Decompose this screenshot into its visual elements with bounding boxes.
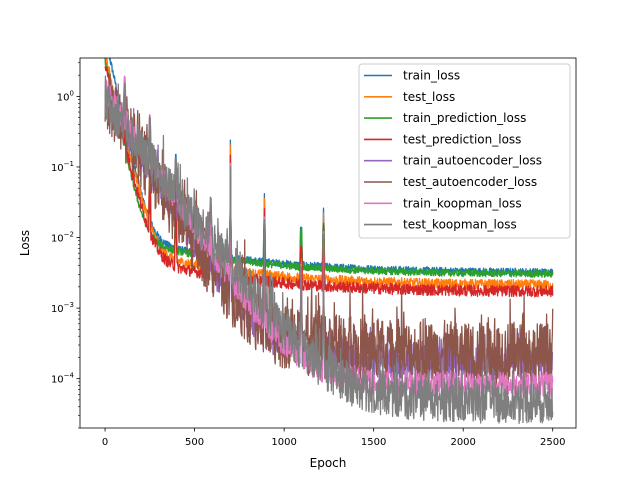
y-tick-label: 10−2 (51, 231, 74, 245)
x-axis-label: Epoch (310, 456, 347, 470)
y-tick-label: 10−1 (51, 160, 74, 174)
y-axis-label: Loss (18, 230, 32, 256)
legend-box (358, 63, 571, 239)
series-line-test-koopman-loss (104, 75, 554, 425)
legend: train_loss test_loss train_prediction_loss… (358, 63, 571, 239)
series-line-train-prediction-loss (104, 58, 554, 278)
legend-label: test_prediction_loss (403, 132, 521, 146)
legend-label: train_prediction_loss (403, 111, 526, 125)
x-tick-label: 1000 (271, 437, 296, 448)
legend-label: train_koopman_loss (403, 196, 522, 210)
plot-frame (79, 57, 577, 429)
series-layer (104, 58, 554, 425)
x-tick-label: 500 (185, 437, 204, 448)
x-tick-label: 1500 (361, 437, 386, 448)
x-axis: 0 500 1000 1500 2000 2500 (102, 428, 565, 448)
y-tick-label: 100 (57, 89, 74, 103)
legend-label: train_autoencoder_loss (403, 154, 542, 168)
legend-label: test_koopman_loss (403, 218, 517, 232)
x-tick-label: 0 (102, 437, 108, 448)
legend-label: test_autoencoder_loss (403, 175, 537, 189)
y-tick-label: 10−3 (51, 301, 74, 315)
x-tick-label: 2500 (540, 437, 565, 448)
legend-label: test_loss (403, 90, 455, 104)
x-tick-label: 2000 (450, 437, 475, 448)
series-line-test-prediction-loss (104, 66, 554, 298)
y-axis: 10−4 10−3 10−2 10−1 100 (51, 62, 80, 429)
y-tick-label: 10−4 (51, 372, 75, 386)
legend-label: train_loss (403, 69, 460, 83)
